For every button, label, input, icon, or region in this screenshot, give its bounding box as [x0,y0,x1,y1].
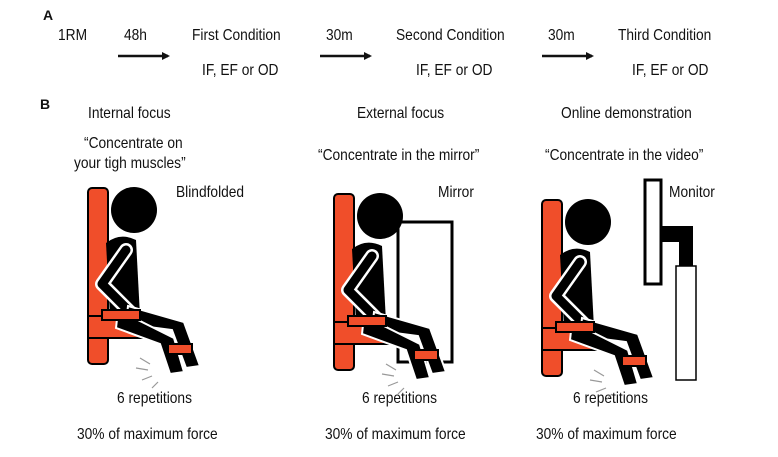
seated-person-internal [88,187,200,388]
seated-person-online [542,199,654,400]
condition-internal-instruction-line2: your tigh muscles” [74,155,186,172]
condition-2-title: Second Condition [396,27,505,44]
condition-internal-device-label: Blindfolded [176,184,245,201]
condition-online-reps: 6 repetitions [573,390,648,407]
condition-internal-title: Internal focus [88,105,171,122]
interval-2: 30m [326,27,353,44]
condition-external-device-label: Mirror [438,184,474,201]
interval-1: 48h [124,27,147,44]
condition-1-options: IF, EF or OD [202,62,279,79]
interval-3: 30m [548,27,575,44]
condition-internal-instruction-line1: “Concentrate on [84,135,183,152]
condition-external-title: External focus [357,105,445,122]
monitor-icon [643,178,697,381]
condition-external-reps: 6 repetitions [362,390,437,407]
panel-b-label: B [40,96,51,112]
condition-internal-force: 30% of maximum force [77,426,218,443]
condition-online-force: 30% of maximum force [536,426,677,443]
condition-online-instruction: “Concentrate in the video” [545,147,704,164]
condition-external-instruction: “Concentrate in the mirror” [318,147,480,164]
condition-online-device-label: Monitor [669,184,715,201]
condition-3-title: Third Condition [618,27,712,44]
condition-online-title: Online demonstration [561,105,692,122]
condition-internal-reps: 6 repetitions [117,390,192,407]
condition-3-options: IF, EF or OD [632,62,709,79]
condition-2-options: IF, EF or OD [416,62,493,79]
condition-external-force: 30% of maximum force [325,426,466,443]
panel-a-label: A [43,7,54,23]
condition-1-title: First Condition [192,27,281,44]
timeline-start-1rm: 1RM [58,27,88,44]
